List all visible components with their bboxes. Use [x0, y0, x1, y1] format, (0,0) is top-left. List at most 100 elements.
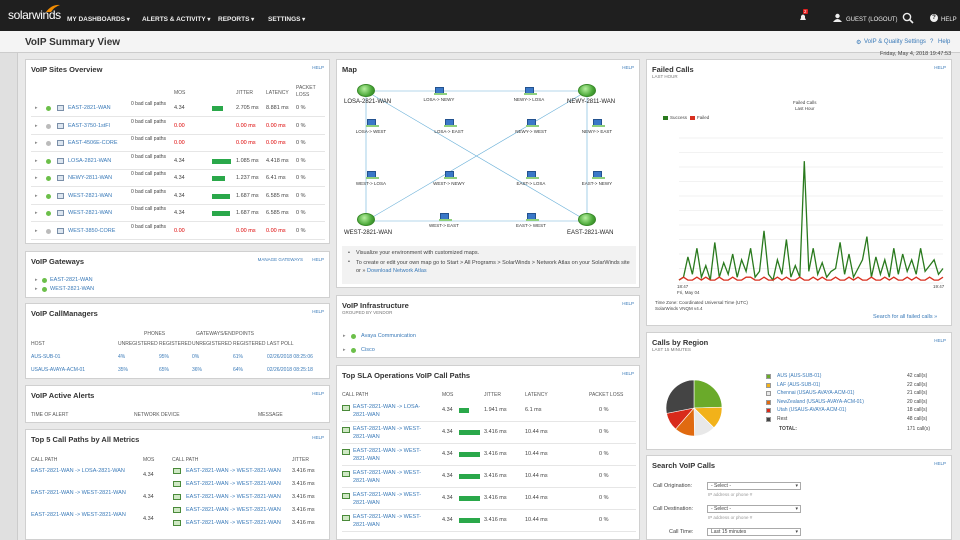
pie-slice[interactable] [665, 379, 695, 414]
network-map[interactable]: LOSA-2821-WAN NEWY-2811-WAN WEST-2821-WA… [342, 79, 636, 241]
row-divider [31, 238, 325, 240]
expand-icon[interactable]: ▸ [35, 140, 38, 146]
vendor-item[interactable]: Cisco [361, 347, 375, 353]
nav-alerts-activity[interactable]: ALERTS & ACTIVITY [142, 16, 210, 23]
phone-link-icon[interactable] [439, 213, 452, 221]
vendor-item[interactable]: Avaya Communication [361, 333, 416, 339]
link-label: EAST-> LOSA [516, 181, 546, 186]
call-path-link[interactable]: EAST-2821-WAN -> LOSA-2821-WAN [31, 468, 125, 474]
page-help-link[interactable]: Help [938, 39, 951, 45]
failed-calls-chart[interactable] [647, 120, 947, 290]
nav-my-dashboards[interactable]: MY DASHBOARDS [67, 16, 130, 23]
call-path-link[interactable]: EAST-2821-WAN -> WEST-2821-WAN [186, 494, 281, 500]
help-link[interactable]: HELP [312, 435, 324, 440]
help-link[interactable]: HELP [934, 338, 946, 343]
call-path-link[interactable]: EAST-2821-WAN -> WEST-2821-WAN [353, 492, 422, 506]
expand-icon[interactable]: ▸ [35, 210, 38, 216]
site-name-link[interactable]: WEST-2821-WAN [68, 192, 113, 199]
nav-reports[interactable]: REPORTS [218, 16, 254, 23]
solarwinds-logo[interactable]: solarwinds [8, 4, 61, 22]
call-origination-input[interactable]: IP address or phone # [708, 492, 753, 497]
search-failed-calls-link[interactable]: Search for all failed calls » [873, 314, 938, 320]
site-name-link[interactable]: NEWY-2811-WAN [68, 175, 113, 181]
region-name[interactable]: AUS (AUS-SUB-01) [777, 373, 822, 379]
expand-icon[interactable]: ▸ [35, 227, 38, 234]
help-link[interactable]: HELP [312, 391, 324, 396]
phone-link-icon[interactable] [444, 119, 457, 127]
pie-slice[interactable] [693, 379, 723, 409]
phone-link-icon[interactable] [526, 213, 539, 221]
nav-settings[interactable]: SETTINGS [268, 16, 305, 23]
router-node[interactable] [578, 213, 596, 226]
call-path-link[interactable]: EAST-2821-WAN -> WEST-2821-WAN [353, 426, 422, 440]
phone-link-icon[interactable] [524, 87, 537, 95]
call-path-link[interactable]: EAST-2821-WAN -> WEST-2821-WAN [186, 468, 281, 474]
call-path-link[interactable]: EAST-2821-WAN -> WEST-2821-WAN [353, 514, 422, 528]
host-link[interactable]: USAUS-AVAYA-ACM-01 [31, 367, 86, 373]
manage-gateways-link[interactable]: MANAGE GATEWAYS [257, 257, 303, 262]
phone-link-icon[interactable] [526, 171, 539, 179]
router-node[interactable] [357, 84, 375, 97]
settings-gear-icon[interactable]: ⚙ [856, 40, 862, 46]
col-latency: LATENCY [525, 392, 548, 398]
region-name[interactable]: LAF (AUS-SUB-01) [777, 381, 821, 388]
col-last-poll: LAST POLL [267, 341, 294, 347]
help-icon[interactable]: ? [930, 14, 938, 22]
call-destination-select[interactable]: - Select - ▾ [707, 505, 801, 513]
router-node[interactable] [357, 213, 375, 226]
phone-link-icon[interactable] [526, 119, 539, 127]
router-node[interactable] [578, 84, 596, 97]
region-name[interactable]: Chennai (USAUS-AVAYA-ACM-01) [777, 390, 855, 396]
call-path-link[interactable]: EAST-2821-WAN -> WEST-2821-WAN [186, 481, 281, 487]
expand-icon[interactable]: ▸ [35, 192, 38, 199]
help-link[interactable]: HELP [312, 257, 324, 262]
bell-icon[interactable]: 2 [798, 9, 808, 22]
site-name-link[interactable]: EAST-3750-1stFl [68, 122, 110, 129]
call-path-link[interactable]: EAST-2821-WAN -> WEST-2821-WAN [186, 520, 281, 526]
help-link[interactable]: HELP [934, 461, 946, 466]
expand-icon[interactable]: ▸ [35, 105, 38, 111]
help-link[interactable]: HELP [312, 65, 324, 70]
call-path-link[interactable]: EAST-2821-WAN -> WEST-2821-WAN [186, 507, 281, 513]
region-name[interactable]: NewZealand (USAUS-AVAYA-ACM-01) [777, 398, 864, 405]
region-name[interactable]: Utah (USAUS-AVAYA-ACM-01) [777, 407, 847, 413]
phone-link-icon[interactable] [366, 171, 379, 179]
phone-link-icon[interactable] [366, 119, 379, 127]
help-link[interactable]: HELP [312, 309, 324, 314]
host-link[interactable]: AUS-SUB-01 [31, 354, 61, 360]
call-path-link[interactable]: EAST-2821-WAN -> WEST-2821-WAN [31, 512, 126, 518]
call-destination-input[interactable]: IP address or phone # [708, 515, 753, 520]
region-pie-chart[interactable] [663, 377, 725, 439]
expand-icon[interactable]: ▸ [35, 175, 38, 181]
expand-icon[interactable]: ▸ [35, 122, 38, 129]
site-name-link[interactable]: EAST-4506E-CORE [68, 140, 118, 146]
call-path-link[interactable]: EAST-2821-WAN -> WEST-2821-WAN [353, 470, 422, 484]
call-path-link[interactable]: EAST-2821-WAN -> LOSA-2821-WAN [353, 404, 421, 418]
site-name-link[interactable]: WEST-2821-WAN [68, 210, 113, 216]
expand-icon[interactable]: ▸ [35, 157, 38, 164]
call-path-link[interactable]: EAST-2821-WAN -> WEST-2821-WAN [31, 490, 126, 496]
search-icon[interactable] [902, 12, 914, 26]
help-link[interactable]: HELP [622, 371, 634, 376]
call-origination-select[interactable]: - Select - ▾ [707, 482, 801, 490]
site-name-link[interactable]: LOSA-2821-WAN [68, 157, 112, 164]
phone-link-icon[interactable] [434, 87, 447, 95]
gateway-item[interactable]: EAST-2821-WAN [50, 277, 93, 283]
download-network-atlas-link[interactable]: Download Network Atlas [367, 268, 427, 274]
page-help-icon[interactable]: ? [930, 39, 934, 45]
guest-logout-link[interactable]: GUEST (LOGOUT) [846, 17, 898, 23]
help-link[interactable]: HELP [934, 65, 946, 70]
phone-link-icon[interactable] [592, 119, 605, 127]
gateway-item[interactable]: WEST-2821-WAN [50, 286, 95, 292]
help-link[interactable]: HELP [941, 17, 957, 23]
site-name-link[interactable]: EAST-2821-WAN [68, 105, 111, 111]
site-name-link[interactable]: WEST-3850-CORE [68, 227, 116, 234]
help-link[interactable]: HELP [622, 301, 634, 306]
call-path-link[interactable]: EAST-2821-WAN -> WEST-2821-WAN [353, 448, 422, 462]
help-link[interactable]: HELP [622, 65, 634, 70]
call-time-select[interactable]: Last 15 minutes ▾ [707, 528, 801, 536]
phone-link-icon[interactable] [592, 171, 605, 179]
top-sla-operations-panel: Top SLA Operations VoIP Call Paths HELP … [336, 365, 640, 540]
voip-quality-settings-link[interactable]: VoIP & Quality Settings [864, 39, 926, 45]
phone-link-icon[interactable] [444, 171, 457, 179]
